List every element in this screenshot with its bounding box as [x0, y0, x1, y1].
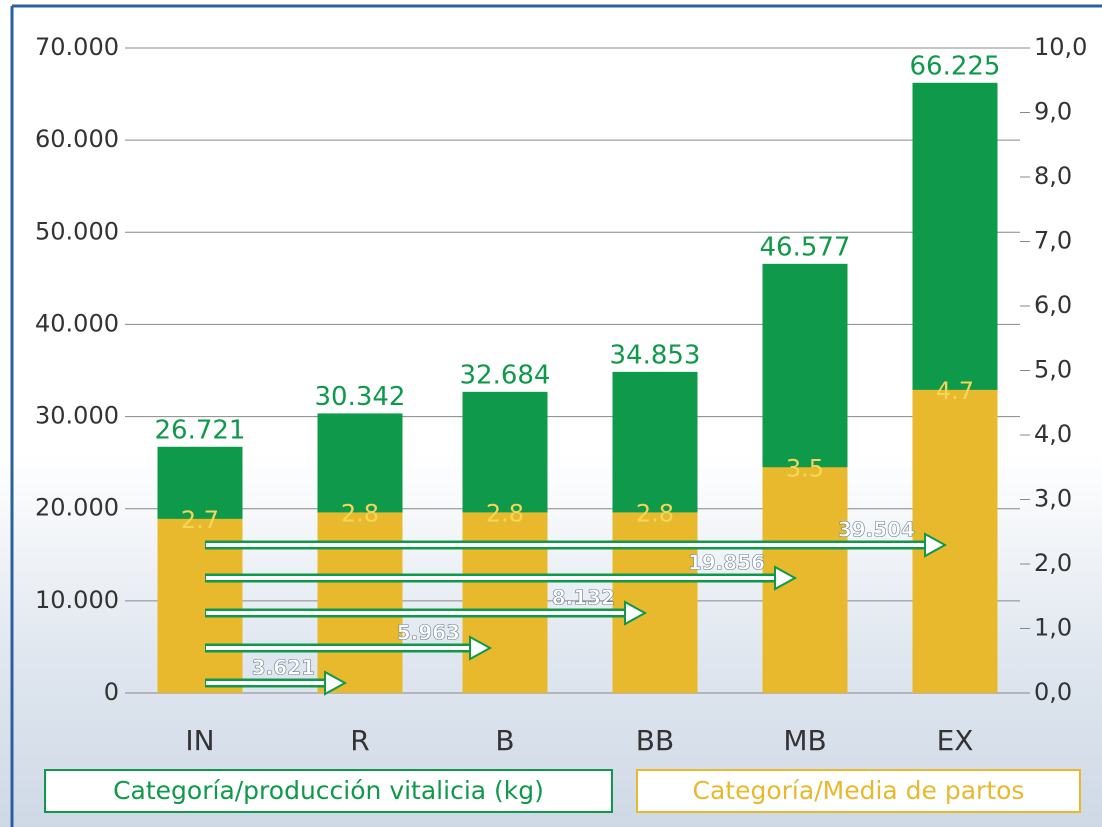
y-tick-label: 60.000 [35, 125, 119, 153]
difference-label: 8.132 [552, 586, 615, 610]
y2-tick-label: 0,0 [1034, 678, 1072, 706]
x-tick-label: BB [636, 724, 674, 757]
data-label: 3.5 [786, 454, 824, 482]
bar [317, 512, 403, 693]
y2-tick-label: 2,0 [1034, 549, 1072, 577]
data-label: 4.7 [936, 377, 974, 405]
data-label: 2.8 [341, 499, 379, 527]
data-label: 34.853 [610, 340, 701, 370]
y2-tick-label: 9,0 [1034, 98, 1072, 126]
data-label: 2.7 [181, 506, 219, 534]
y-tick-label: 10.000 [35, 586, 119, 614]
data-label: 2.8 [486, 499, 524, 527]
y2-tick-label: 10,0 [1034, 33, 1087, 61]
y2-tick-label: 7,0 [1034, 227, 1072, 255]
y2-tick-label: 4,0 [1034, 420, 1072, 448]
difference-label: 39.504 [838, 518, 915, 542]
y-tick-label: 0 [104, 678, 119, 706]
data-label: 66.225 [910, 51, 1001, 81]
y-tick-label: 40.000 [35, 309, 119, 337]
difference-label: 5.963 [397, 621, 460, 645]
data-label: 46.577 [760, 232, 851, 262]
y2-tick-label: 6,0 [1034, 291, 1072, 319]
arrow-head [624, 600, 648, 626]
x-tick-label: IN [185, 724, 214, 757]
legend-label: Categoría/Media de partos [693, 776, 1025, 805]
x-tick-label: MB [783, 724, 826, 757]
x-tick-label: EX [937, 724, 974, 757]
difference-label: 19.856 [688, 551, 765, 575]
data-label: 30.342 [315, 382, 406, 412]
y-tick-label: 70.000 [35, 33, 119, 61]
arrow-head [924, 532, 948, 558]
legend-box [636, 769, 1081, 813]
y-tick-label: 20.000 [35, 494, 119, 522]
bar [462, 512, 548, 693]
legend-box [44, 769, 613, 813]
data-label: 32.684 [460, 360, 551, 390]
x-tick-label: B [495, 724, 514, 757]
y2-tick-label: 1,0 [1034, 614, 1072, 642]
arrow-head [324, 670, 348, 696]
y-tick-label: 50.000 [35, 217, 119, 245]
y-tick-label: 30.000 [35, 402, 119, 430]
data-label: 26.721 [155, 415, 246, 445]
difference-label: 3.621 [252, 656, 315, 680]
y2-tick-label: 5,0 [1034, 356, 1072, 384]
arrow-head [774, 565, 798, 591]
data-label: 2.8 [636, 499, 674, 527]
y2-tick-label: 8,0 [1034, 162, 1072, 190]
arrow-head [469, 635, 493, 661]
x-tick-label: R [350, 724, 369, 757]
y2-tick-label: 3,0 [1034, 485, 1072, 513]
legend-label: Categoría/producción vitalicia (kg) [113, 776, 544, 805]
